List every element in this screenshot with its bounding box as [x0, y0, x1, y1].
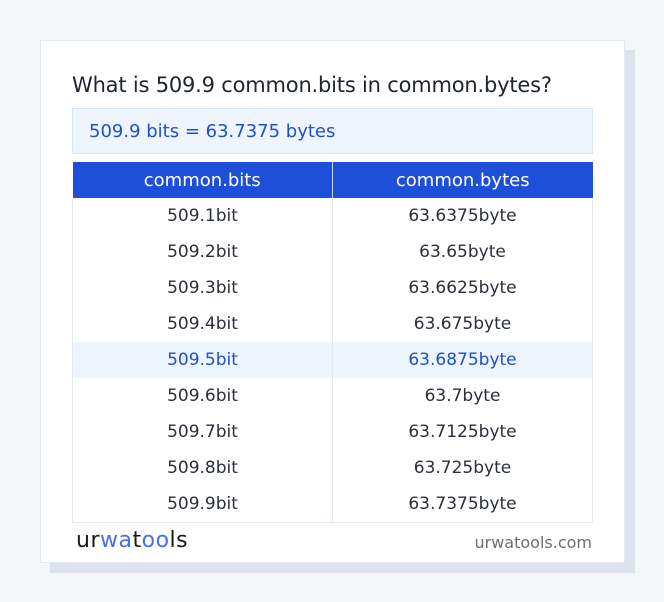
bits-cell: 509.9bit — [72, 486, 333, 523]
bytes-cell: 63.7375byte — [332, 486, 593, 523]
bytes-cell: 63.65byte — [332, 234, 593, 270]
column-header-bytes: common.bytes — [332, 162, 593, 198]
bits-cell: 509.6bit — [72, 378, 333, 414]
bits-cell: 509.8bit — [72, 450, 333, 486]
bytes-cell: 63.6375byte — [332, 198, 593, 234]
result-box: 509.9 bits = 63.7375 bytes — [72, 108, 593, 154]
bytes-cell: 63.6625byte — [332, 270, 593, 306]
site-link[interactable]: urwatools.com — [474, 533, 593, 552]
bytes-cell: 63.6875byte — [332, 342, 593, 378]
bytes-cell: 63.7125byte — [332, 414, 593, 450]
table-row: 509.4bit 63.675byte — [72, 306, 593, 342]
bits-cell: 509.4bit — [72, 306, 333, 342]
bits-cell: 509.2bit — [72, 234, 333, 270]
bits-cell: 509.3bit — [72, 270, 333, 306]
bytes-cell: 63.725byte — [332, 450, 593, 486]
table-row: 509.7bit 63.7125byte — [72, 414, 593, 450]
conversion-table: common.bits common.bytes 509.1bit 63.6375… — [72, 162, 593, 523]
column-header-bits: common.bits — [72, 162, 333, 198]
table-row: 509.1bit 63.6375byte — [72, 198, 593, 234]
urwatools-logo[interactable]: urwatools — [76, 528, 189, 553]
table-row: 509.6bit 63.7byte — [72, 378, 593, 414]
table-row: 509.5bit 63.6875byte — [72, 342, 593, 378]
bytes-cell: 63.7byte — [332, 378, 593, 414]
converter-card: What is 509.9 common.bits in common.byte… — [40, 40, 625, 563]
page-title: What is 509.9 common.bits in common.byte… — [72, 73, 552, 97]
bits-cell: 509.5bit — [72, 342, 333, 378]
table-row: 509.9bit 63.7375byte — [72, 486, 593, 523]
table-row: 509.8bit 63.725byte — [72, 450, 593, 486]
table-row: 509.2bit 63.65byte — [72, 234, 593, 270]
table-row: 509.3bit 63.6625byte — [72, 270, 593, 306]
bits-cell: 509.1bit — [72, 198, 333, 234]
bytes-cell: 63.675byte — [332, 306, 593, 342]
bits-cell: 509.7bit — [72, 414, 333, 450]
